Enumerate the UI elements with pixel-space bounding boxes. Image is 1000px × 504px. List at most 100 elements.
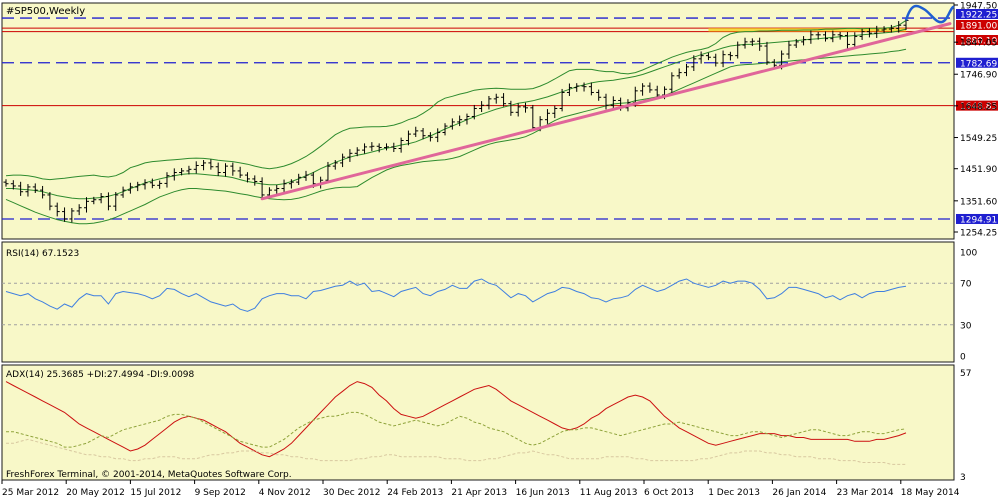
candle: [332, 160, 338, 170]
candle: [683, 63, 689, 77]
time-tick-label: 11 Aug 2013: [580, 488, 638, 498]
candle: [457, 115, 463, 127]
candle: [98, 193, 104, 204]
candle: [596, 89, 602, 101]
time-tick-label: 1 Dec 2013: [708, 488, 760, 498]
price-tag-text-1294.91: 1294.91: [960, 215, 997, 225]
candle: [888, 24, 894, 33]
price-tick-label: 1746.90: [960, 71, 997, 81]
rsi-axis: 100 70 30 0: [960, 249, 977, 363]
candle: [742, 37, 748, 49]
candle: [127, 182, 133, 194]
candle: [62, 207, 68, 222]
candle: [10, 180, 16, 190]
candle: [676, 68, 682, 79]
candle: [713, 53, 719, 67]
candle: [135, 181, 141, 192]
price-tag-1880.10: [956, 35, 998, 45]
candle: [369, 142, 375, 152]
rsi-title: RSI(14) 67.1523: [6, 249, 79, 259]
price-tick-label: 1947.50: [960, 2, 997, 12]
candle: [603, 93, 609, 110]
candle: [69, 208, 75, 223]
candle: [201, 160, 207, 171]
price-tick-label: 1648.25: [960, 102, 997, 112]
candle: [523, 102, 529, 113]
candle: [376, 143, 382, 153]
candle: [793, 38, 799, 48]
time-tick-label: 9 Sep 2012: [195, 488, 246, 498]
candle: [120, 186, 126, 198]
candle: [705, 52, 711, 61]
adx-tick-label: 57: [960, 369, 971, 379]
bollinger-lower-line: [5, 48, 907, 225]
candle: [179, 168, 185, 176]
time-tick-label: 25 Mar 2012: [2, 488, 59, 498]
candle: [149, 178, 155, 189]
candle: [866, 28, 872, 38]
candle: [654, 85, 660, 99]
candle: [252, 175, 258, 186]
time-tick-label: 23 Mar 2014: [837, 488, 894, 498]
time-tick-label: 16 Jun 2013: [516, 488, 570, 498]
candle: [296, 173, 302, 186]
candle: [288, 179, 294, 189]
time-tick-label: 21 Apr 2013: [451, 488, 507, 498]
price-tag-1891.00: [956, 20, 998, 30]
trendline: [260, 22, 952, 201]
candle: [164, 172, 170, 188]
candle: [574, 83, 580, 92]
rsi-tick-label: 100: [960, 249, 977, 259]
rsi-tick-label: 70: [960, 280, 972, 290]
price-tick-label: 1351.60: [960, 197, 997, 207]
candle: [54, 202, 60, 217]
candle: [113, 192, 119, 211]
candle: [105, 192, 111, 211]
time-tick-label: 24 Feb 2013: [387, 488, 443, 498]
candle: [435, 128, 441, 143]
time-tick-label: 15 Jul 2012: [130, 488, 181, 498]
candle: [427, 132, 433, 142]
candle: [237, 166, 243, 178]
candle: [698, 51, 704, 64]
candle: [274, 185, 280, 194]
candle: [325, 161, 331, 184]
candle: [40, 185, 46, 199]
candle: [223, 163, 229, 177]
candle: [508, 100, 514, 116]
candle: [610, 96, 616, 111]
time-tick-label: 30 Dec 2012: [323, 488, 381, 498]
candle: [244, 172, 250, 183]
candle: [559, 88, 565, 112]
candle: [815, 31, 821, 40]
candle: [193, 161, 199, 174]
price-tick-label: 1451.90: [960, 165, 997, 175]
rsi-tick-label: 30: [960, 321, 972, 331]
candle: [208, 159, 214, 170]
forecast-curve: [904, 4, 955, 24]
time-tick-label: 6 Oct 2013: [644, 488, 694, 498]
price-panel: [1, 2, 955, 240]
candle: [186, 165, 192, 175]
candle: [479, 101, 485, 112]
candle: [852, 32, 858, 48]
copyright-text: FreshForex Terminal, © 2001-2014, MetaQu…: [6, 470, 292, 480]
candle: [757, 37, 763, 51]
candle: [727, 51, 733, 61]
candle: [91, 196, 97, 205]
candle: [801, 36, 807, 46]
rsi-panel: [1, 241, 955, 363]
candle: [391, 142, 397, 153]
candle: [47, 192, 53, 211]
candle: [76, 204, 82, 216]
adx-axis: 57 3: [960, 369, 971, 483]
candle: [157, 180, 163, 189]
price-tag-1922.25: [956, 9, 998, 19]
candle: [362, 143, 368, 154]
candle: [142, 179, 148, 190]
bollinger-bands: [5, 19, 907, 225]
candle: [230, 162, 236, 176]
price-tag-text-1880.10: 1880.10: [960, 37, 997, 47]
candle: [874, 25, 880, 39]
